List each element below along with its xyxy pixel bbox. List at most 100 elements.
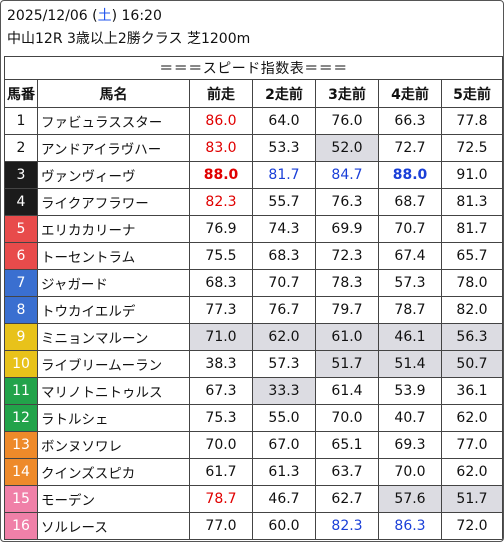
speed-value: 86.0 — [189, 107, 253, 135]
horse-name: ライブリームーラン — [37, 350, 190, 378]
column-header-3: 2走前 — [252, 79, 316, 108]
speed-value: 67.0 — [252, 431, 316, 459]
speed-value: 78.7 — [189, 485, 253, 513]
horse-name: モーデン — [37, 485, 190, 513]
speed-index-table: ＝＝＝スピード指数表＝＝＝ 馬番 馬名 前走 2走前 3走前 4走前 5走前 1 ファビュラス… — [4, 56, 503, 540]
speed-value: 82.0 — [441, 296, 503, 324]
race-info: 中山12R 3歳以上2勝クラス 芝1200m — [7, 31, 251, 47]
table-row: 5 エリカカリーナ 76.9 74.3 69.9 70.7 81.7 — [4, 215, 503, 243]
speed-value: 62.0 — [441, 404, 503, 432]
speed-value: 88.0 — [378, 161, 442, 189]
speed-value: 61.7 — [189, 458, 253, 486]
speed-value: 51.7 — [441, 485, 503, 513]
table-row: 1 ファビュラススター 86.0 64.0 76.0 66.3 77.8 — [4, 107, 503, 135]
horse-number: 8 — [4, 296, 38, 324]
speed-value: 76.3 — [315, 188, 379, 216]
speed-value: 88.0 — [189, 161, 253, 189]
table-row: 10 ライブリームーラン 38.3 57.3 51.7 51.4 50.7 — [4, 350, 503, 378]
horse-number: 10 — [4, 350, 38, 378]
speed-value: 56.3 — [441, 323, 503, 351]
speed-value: 40.7 — [378, 404, 442, 432]
column-header-row: 馬番 馬名 前走 2走前 3走前 4走前 5走前 — [4, 79, 503, 108]
horse-number: 12 — [4, 404, 38, 432]
race-datetime: 2025/12/06 (土) 16:20 — [7, 7, 162, 25]
speed-value: 67.3 — [189, 377, 253, 405]
speed-value: 75.3 — [189, 404, 253, 432]
horse-name: トーセントラム — [37, 242, 190, 270]
table-row: 8 トウカイエルデ 77.3 76.7 79.7 78.7 82.0 — [4, 296, 503, 324]
table-row: 14 クインズスピカ 61.7 61.3 63.7 70.0 62.0 — [4, 458, 503, 486]
speed-value: 86.3 — [378, 512, 442, 540]
speed-value: 69.3 — [378, 431, 442, 459]
speed-value: 72.7 — [378, 134, 442, 162]
speed-value: 70.0 — [189, 431, 253, 459]
table-row: 12 ラトルシェ 75.3 55.0 70.0 40.7 62.0 — [4, 404, 503, 432]
horse-name: トウカイエルデ — [37, 296, 190, 324]
speed-value: 74.3 — [252, 215, 316, 243]
table-row: 2 アンドアイラヴハー 83.0 53.3 52.0 72.7 72.5 — [4, 134, 503, 162]
speed-value: 57.3 — [252, 350, 316, 378]
speed-value: 60.0 — [252, 512, 316, 540]
table-row: 6 トーセントラム 75.5 68.3 72.3 67.4 65.7 — [4, 242, 503, 270]
speed-value: 82.3 — [315, 512, 379, 540]
speed-value: 75.5 — [189, 242, 253, 270]
table-body: 1 ファビュラススター 86.0 64.0 76.0 66.3 77.8 2 アンドアイラヴハー… — [4, 107, 503, 540]
speed-value: 76.0 — [315, 107, 379, 135]
table-row: 15 モーデン 78.7 46.7 62.7 57.6 51.7 — [4, 485, 503, 513]
table-row: 7 ジャガード 68.3 70.7 78.3 57.3 78.0 — [4, 269, 503, 297]
horse-name: マリノトニトゥルス — [37, 377, 190, 405]
speed-value: 84.7 — [315, 161, 379, 189]
speed-value: 70.7 — [252, 269, 316, 297]
speed-value: 55.0 — [252, 404, 316, 432]
horse-name: クインズスピカ — [37, 458, 190, 486]
horse-number: 9 — [4, 323, 38, 351]
speed-value: 50.7 — [441, 350, 503, 378]
speed-value: 65.7 — [441, 242, 503, 270]
column-header-2: 前走 — [189, 79, 253, 108]
horse-number: 6 — [4, 242, 38, 270]
speed-value: 81.7 — [441, 215, 503, 243]
speed-value: 65.1 — [315, 431, 379, 459]
speed-value: 57.3 — [378, 269, 442, 297]
horse-number: 5 — [4, 215, 38, 243]
table-row: 3 ヴァンヴィーヴ 88.0 81.7 84.7 88.0 91.0 — [4, 161, 503, 189]
speed-value: 67.4 — [378, 242, 442, 270]
speed-value: 36.1 — [441, 377, 503, 405]
race-date: 2025/12/06 ( — [7, 8, 98, 24]
speed-value: 71.0 — [189, 323, 253, 351]
speed-value: 46.1 — [378, 323, 442, 351]
horse-number: 16 — [4, 512, 38, 540]
speed-value: 61.3 — [252, 458, 316, 486]
speed-value: 82.3 — [189, 188, 253, 216]
column-header-1: 馬名 — [37, 79, 190, 108]
speed-value: 76.9 — [189, 215, 253, 243]
table-row: 11 マリノトニトゥルス 67.3 33.3 61.4 53.9 36.1 — [4, 377, 503, 405]
speed-value: 69.9 — [315, 215, 379, 243]
horse-number: 3 — [4, 161, 38, 189]
horse-number: 1 — [4, 107, 38, 135]
horse-name: ボンヌソワレ — [37, 431, 190, 459]
speed-value: 79.7 — [315, 296, 379, 324]
speed-value: 70.7 — [378, 215, 442, 243]
speed-value: 68.3 — [189, 269, 253, 297]
table-row: 4 ライクアフラワー 82.3 55.7 76.3 68.7 81.3 — [4, 188, 503, 216]
horse-number: 2 — [4, 134, 38, 162]
speed-value: 70.0 — [378, 458, 442, 486]
speed-value: 68.7 — [378, 188, 442, 216]
speed-value: 72.3 — [315, 242, 379, 270]
speed-value: 72.5 — [441, 134, 503, 162]
horse-name: ファビュラススター — [37, 107, 190, 135]
horse-name: ラトルシェ — [37, 404, 190, 432]
speed-value: 53.9 — [378, 377, 442, 405]
horse-name: ミニョンマルーン — [37, 323, 190, 351]
column-header-0: 馬番 — [4, 79, 38, 108]
speed-value: 77.0 — [189, 512, 253, 540]
horse-number: 7 — [4, 269, 38, 297]
horse-number: 13 — [4, 431, 38, 459]
column-header-5: 4走前 — [378, 79, 442, 108]
horse-number: 11 — [4, 377, 38, 405]
speed-value: 61.0 — [315, 323, 379, 351]
speed-value: 78.0 — [441, 269, 503, 297]
speed-value: 91.0 — [441, 161, 503, 189]
